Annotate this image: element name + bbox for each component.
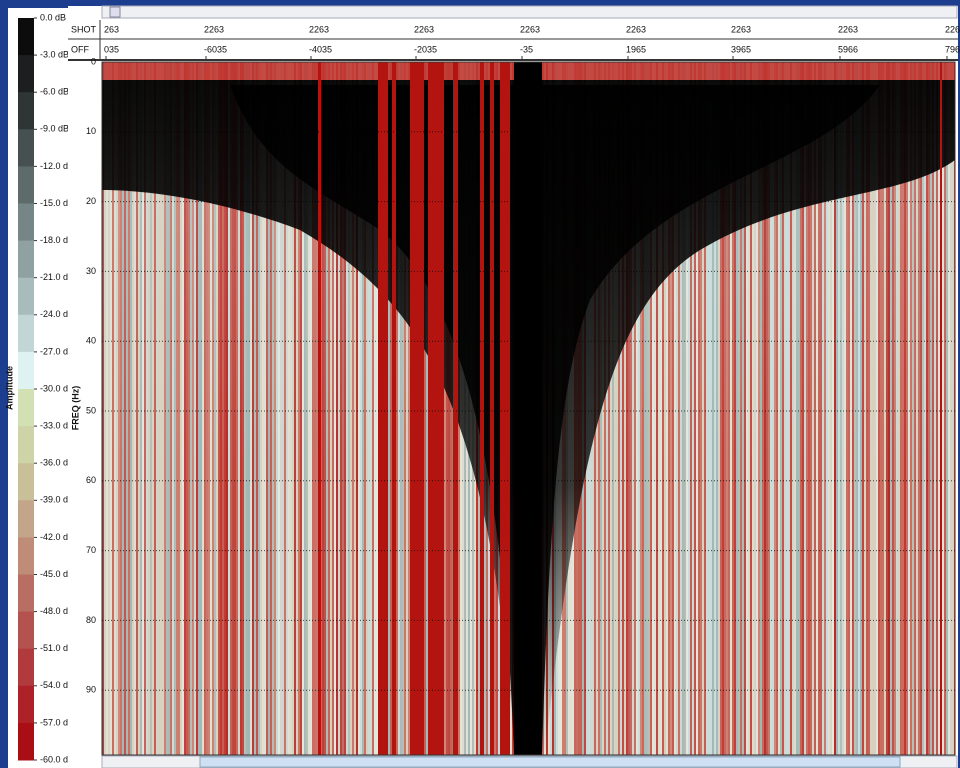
y-axis-label: FREQ (Hz) — [70, 386, 80, 431]
shot-value: 2263 — [626, 24, 646, 34]
spectrum-image — [102, 62, 955, 755]
offset-value: -4035 — [309, 44, 332, 54]
colorbar-band — [18, 685, 34, 724]
colorbar-label: -48.0 dB — [40, 606, 74, 616]
colorbar-band — [18, 92, 34, 130]
y-tick-label: 60 — [86, 475, 96, 485]
shot-value: 2263 — [204, 24, 224, 34]
colorbar-label: -33.0 dB — [40, 420, 74, 430]
shot-value: 2263 — [838, 24, 858, 34]
top-scrollbar[interactable] — [101, 5, 958, 19]
dead-trace — [378, 62, 388, 755]
colorbar-band — [18, 574, 34, 613]
scroll-thumb[interactable] — [199, 756, 901, 768]
shot-value: 263 — [104, 24, 119, 34]
colorbar-label: -6.0 dB — [40, 87, 69, 97]
colorbar-band — [18, 314, 34, 353]
y-tick-label: 90 — [86, 685, 96, 695]
colorbar-band — [18, 166, 34, 204]
shot-value: 2263 — [731, 24, 751, 34]
colorbar-label: -51.0 dB — [40, 643, 74, 653]
plot-frame — [101, 61, 956, 756]
colorbar-label: -27.0 dB — [40, 346, 74, 356]
colorbar-label: -42.0 dB — [40, 532, 74, 542]
y-tick-label: 0 — [91, 56, 96, 66]
offset-value: -6035 — [204, 44, 227, 54]
y-tick-label: 50 — [86, 405, 96, 415]
dead-trace — [940, 62, 942, 755]
y-tick-label: 40 — [86, 336, 96, 346]
colorbar-band — [18, 537, 34, 575]
dead-trace — [480, 62, 484, 755]
colorbar-band — [18, 203, 34, 242]
colorbar-band — [18, 129, 34, 167]
colorbar-label: -3.0 dB — [40, 49, 69, 59]
colorbar-band — [18, 240, 34, 279]
colorbar-label: -39.0 dB — [40, 495, 74, 505]
offset-value: 5966 — [838, 44, 858, 54]
colorbar-label: -30.0 dB — [40, 383, 74, 393]
dead-trace — [318, 62, 321, 755]
dead-trace — [500, 62, 510, 755]
colorbar-band — [18, 18, 34, 56]
dead-trace — [490, 62, 494, 755]
scroll-thumb[interactable] — [109, 6, 121, 18]
colorbar-band — [18, 351, 34, 390]
colorbar-label: -12.0 dB — [40, 161, 74, 171]
shot-value: 2263 — [414, 24, 434, 34]
colorbar-label: -21.0 dB — [40, 272, 74, 282]
dead-trace — [428, 62, 444, 755]
high-energy-core — [230, 85, 880, 755]
colorbar: 0.0 dB -3.0 dB -6.0 dB -9.0 dB -12.0 dB -15.0… — [18, 12, 74, 764]
direct-wave-column — [514, 62, 542, 755]
dead-trace — [410, 62, 424, 755]
colorbar-label: -57.0 dB — [40, 717, 74, 727]
colorbar-band — [18, 426, 34, 464]
shot-label: SHOT — [71, 24, 97, 34]
colorbar-label: -45.0 dB — [40, 569, 74, 579]
colorbar-band — [18, 389, 34, 427]
colorbar-label: -24.0 dB — [40, 309, 74, 319]
colorbar-label: -15.0 dB — [40, 198, 74, 208]
colorbar-label: -54.0 dB — [40, 680, 74, 690]
colorbar-band — [18, 611, 34, 650]
offset-value: 796 — [945, 44, 960, 54]
colorbar-band — [18, 277, 34, 316]
offset-value: 035 — [104, 44, 119, 54]
y-tick-label: 30 — [86, 266, 96, 276]
colorbar-label: -60.0 dB — [40, 754, 74, 764]
colorbar-band — [18, 648, 34, 687]
shot-value: 226 — [945, 24, 960, 34]
colorbar-band — [18, 722, 34, 761]
colorbar-label: -18.0 dB — [40, 235, 74, 245]
colorbar-band — [18, 500, 34, 538]
colorbar-band — [18, 55, 34, 93]
colorbar-label: 0.0 dB — [40, 12, 66, 22]
y-axis: 0 10 20 30 40 50 60 70 80 90 — [86, 56, 955, 695]
offset-value: 1965 — [626, 44, 646, 54]
y-tick-label: 70 — [86, 545, 96, 555]
header-values: 263 2263 2263 2263 2263 2263 2263 2263 226 035 -60… — [104, 24, 960, 60]
colorbar-title: Amplitude — [4, 366, 14, 410]
colorbar-label: -36.0 dB — [40, 458, 74, 468]
offset-value: -35 — [520, 44, 533, 54]
offset-label: OFF — [71, 44, 89, 54]
offset-value: 3965 — [731, 44, 751, 54]
y-tick-label: 80 — [86, 615, 96, 625]
y-tick-label: 10 — [86, 126, 96, 136]
colorbar-band — [18, 463, 34, 501]
shot-value: 2263 — [520, 24, 540, 34]
offset-value: -2035 — [414, 44, 437, 54]
y-tick-label: 20 — [86, 196, 96, 206]
shot-value: 2263 — [309, 24, 329, 34]
dead-trace — [392, 62, 396, 755]
dead-trace — [453, 62, 458, 755]
colorbar-label: -9.0 dB — [40, 124, 69, 134]
